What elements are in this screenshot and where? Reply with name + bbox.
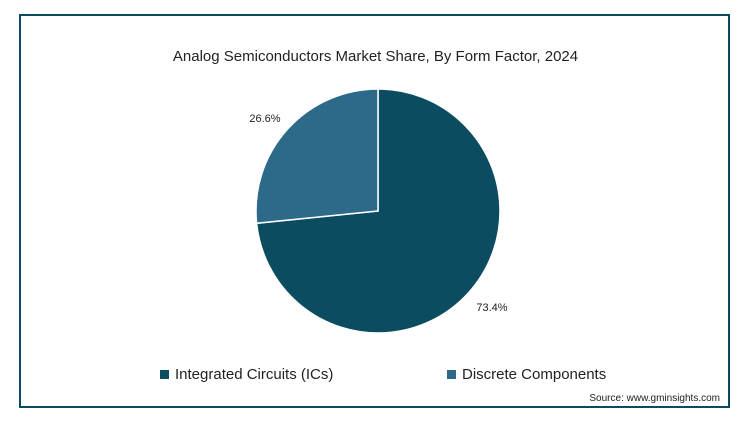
source-note: Source: www.gminsights.com: [589, 393, 720, 404]
legend-item-discrete-components: Discrete Components: [447, 366, 606, 383]
legend-label-discrete-components: Discrete Components: [462, 366, 607, 383]
legend-swatch-discrete-components: [447, 370, 456, 379]
pie-slice-discrete-components: [255, 88, 379, 225]
legend-label-integrated-circuits: Integrated Circuits (ICs): [175, 366, 334, 383]
chart-title: Analog Semiconductors Market Share, By F…: [172, 48, 579, 65]
data-label-discrete-components: 26.6%: [249, 113, 280, 125]
data-label-integrated-circuits: 73.4%: [476, 302, 507, 314]
legend-item-integrated-circuits: Integrated Circuits (ICs): [160, 366, 333, 383]
legend-swatch-integrated-circuits: [160, 370, 169, 379]
